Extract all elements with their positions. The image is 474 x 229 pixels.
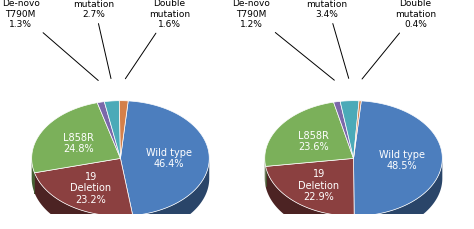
Text: L858R
24.8%: L858R 24.8% [63, 132, 94, 154]
Polygon shape [32, 103, 120, 173]
Polygon shape [133, 159, 209, 229]
Polygon shape [265, 103, 354, 167]
Text: Early-stage: Early-stage [85, 194, 156, 204]
Polygon shape [354, 101, 442, 216]
Text: Uncommon
mutation
3.4%: Uncommon mutation 3.4% [301, 0, 353, 79]
Text: De-novo
T790M
1.3%: De-novo T790M 1.3% [1, 0, 98, 81]
Text: Double
mutation
0.4%: Double mutation 0.4% [362, 0, 436, 80]
Polygon shape [340, 101, 359, 159]
Polygon shape [119, 101, 128, 159]
Polygon shape [35, 159, 133, 216]
Polygon shape [265, 159, 354, 216]
Polygon shape [104, 101, 120, 159]
Polygon shape [354, 101, 361, 159]
Polygon shape [120, 101, 209, 216]
Text: 19
Deletion
23.2%: 19 Deletion 23.2% [70, 171, 111, 204]
Polygon shape [32, 159, 35, 193]
Text: 19
Deletion
22.9%: 19 Deletion 22.9% [298, 168, 339, 201]
Text: De-novo
T790M
1.2%: De-novo T790M 1.2% [232, 0, 334, 81]
Polygon shape [97, 102, 120, 159]
Polygon shape [334, 102, 354, 159]
Polygon shape [354, 159, 442, 229]
Text: Advanced-stage: Advanced-stage [303, 194, 404, 204]
Text: Double
mutation
1.6%: Double mutation 1.6% [125, 0, 190, 79]
Polygon shape [35, 173, 133, 229]
Text: Uncommon
mutation
2.7%: Uncommon mutation 2.7% [68, 0, 119, 79]
Text: L858R
23.6%: L858R 23.6% [298, 130, 329, 152]
Text: Wild type
46.4%: Wild type 46.4% [146, 147, 192, 169]
Polygon shape [265, 167, 354, 229]
Text: Wild type
48.5%: Wild type 48.5% [379, 149, 425, 171]
